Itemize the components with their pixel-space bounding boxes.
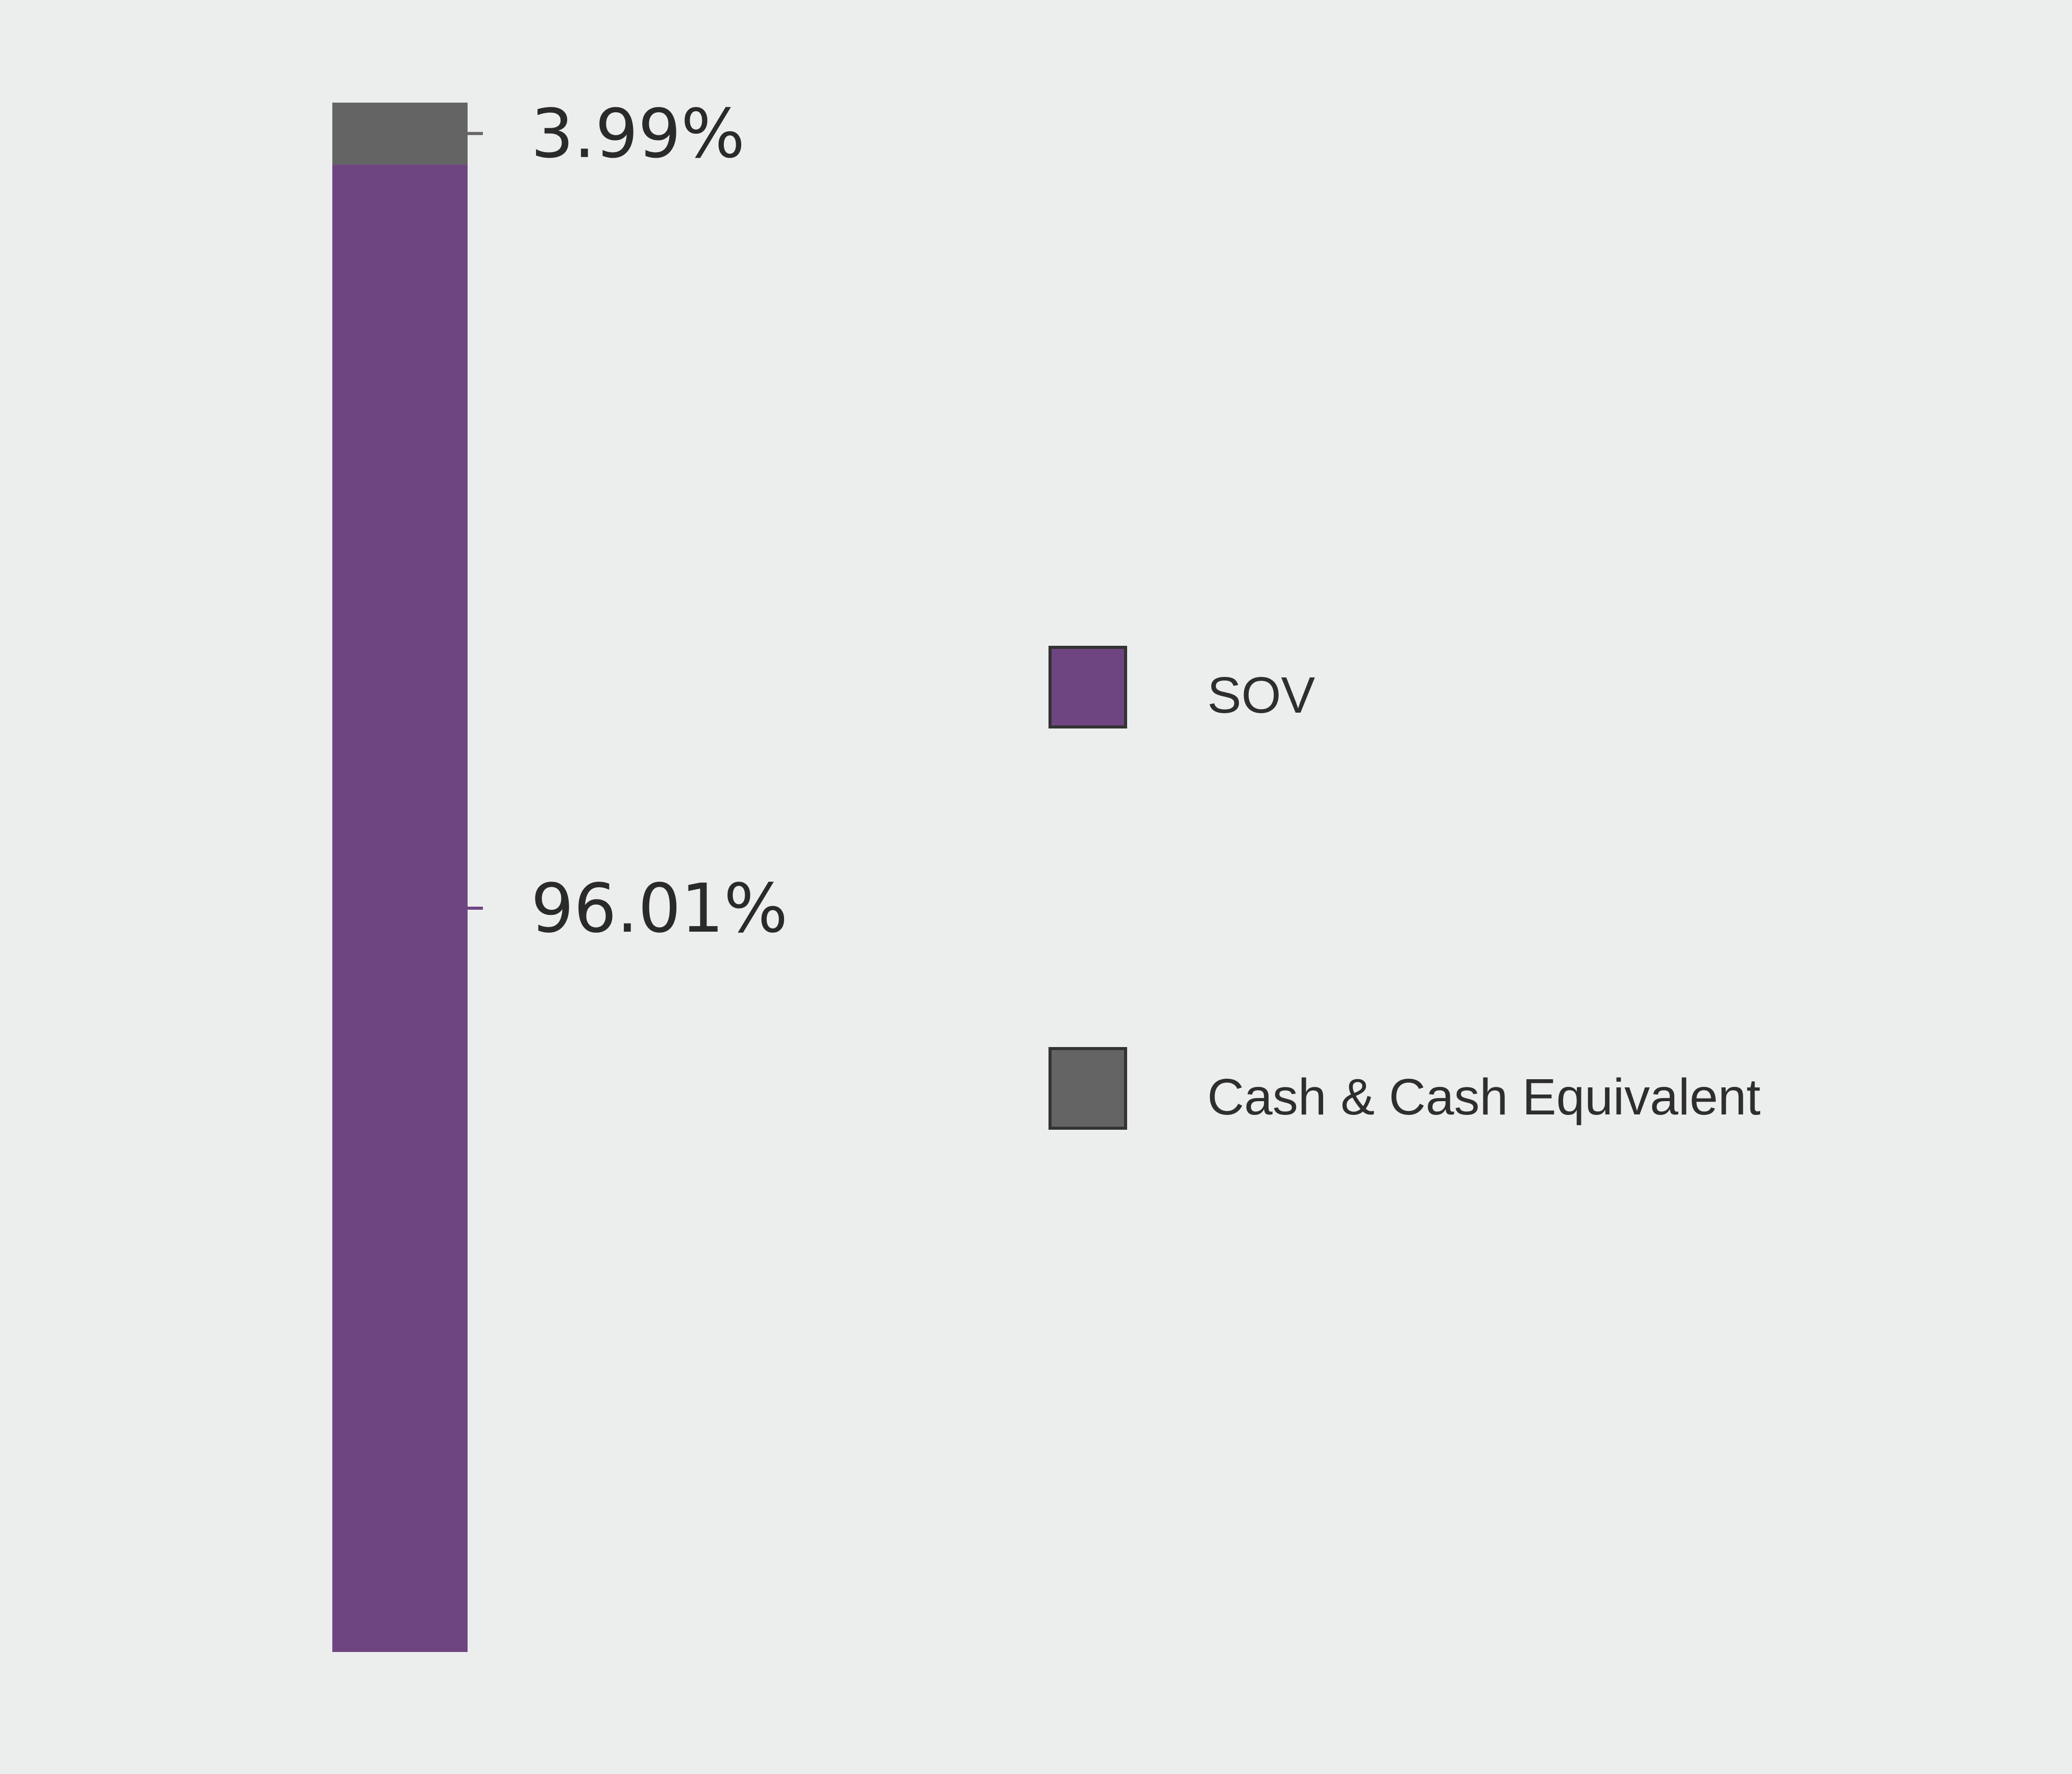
legend-swatch-sov <box>1049 646 1127 728</box>
legend-label-cash: Cash & Cash Equivalent <box>1207 1068 1761 1126</box>
bar-segments <box>332 103 468 1653</box>
legend-label-sov: SOV <box>1207 667 1315 724</box>
legend-swatch-cash <box>1049 1047 1127 1130</box>
data-label-cash: 3.99% <box>531 95 745 174</box>
legend-item-sov: SOV <box>1049 646 1315 728</box>
legend-item-cash: Cash & Cash Equivalent <box>1049 1047 1761 1130</box>
bar-segment-cash <box>332 103 468 165</box>
label-leader-ticks <box>468 132 483 910</box>
data-label-sov: 96.01% <box>531 869 788 948</box>
bar-segment-sov <box>332 164 468 1653</box>
data-labels: 96.01% 3.99% <box>531 95 788 948</box>
legend: SOV Cash & Cash Equivalent <box>1049 646 1761 1130</box>
